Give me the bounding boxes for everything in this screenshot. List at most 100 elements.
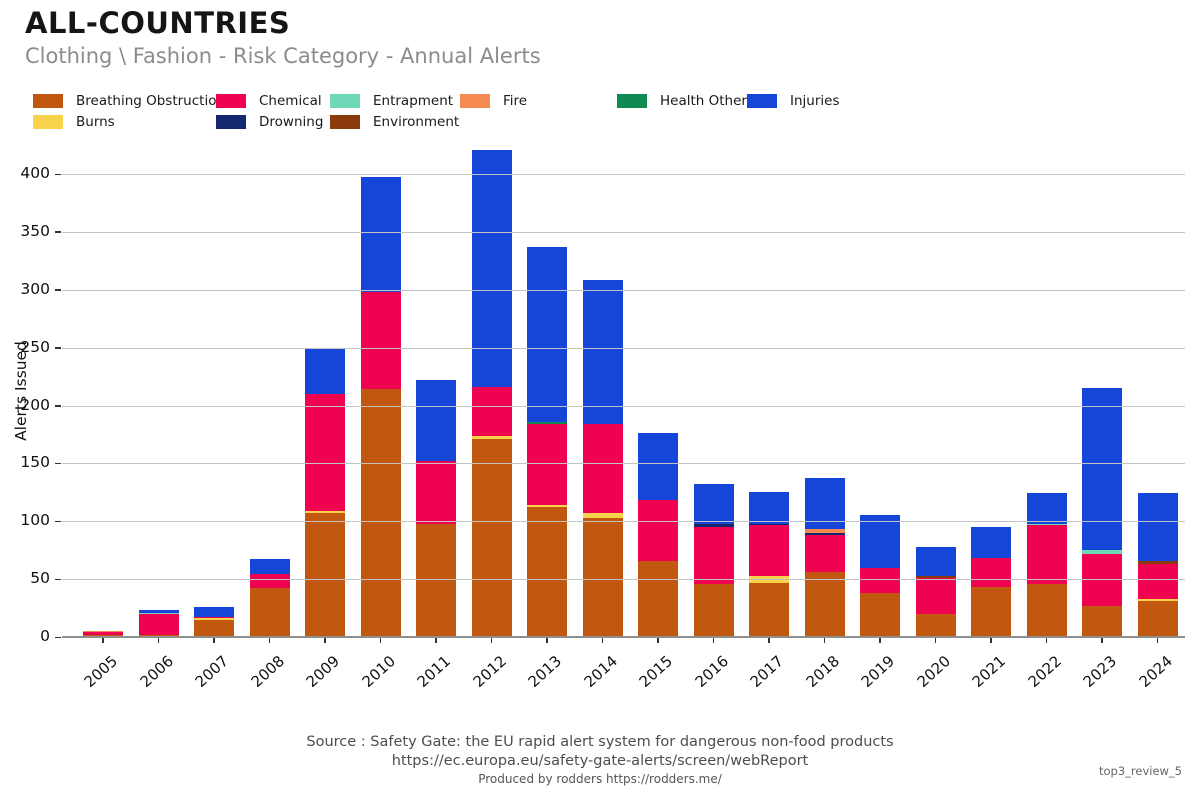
footer-source: Source : Safety Gate: the EU rapid alert… [306, 734, 894, 750]
bar-segment-burns-2024 [1137, 598, 1178, 602]
y-tick-label: 400 [20, 164, 50, 182]
x-tick [268, 637, 271, 643]
y-tick [55, 405, 61, 407]
bar-segment-breathing-obstruction-2016 [693, 583, 734, 637]
watermark-label: top3_review_5 [1098, 764, 1182, 778]
bar-segment-burns-2012 [471, 435, 512, 440]
bar-segment-burns-2014 [582, 513, 623, 518]
x-tick-label: 2022 [1024, 652, 1065, 691]
x-tick-label: 2016 [691, 652, 732, 691]
bar-segment-injuries-2021 [971, 527, 1011, 559]
legend-swatch [617, 93, 647, 108]
legend-label: Burns [76, 113, 115, 130]
x-tick [990, 637, 992, 643]
x-tick [213, 637, 215, 643]
bar-segment-chemical-2008 [249, 574, 290, 589]
bar-segment-injuries-2009 [305, 347, 345, 394]
x-axis-line [62, 636, 1185, 638]
x-tick [657, 637, 659, 643]
bar-segment-breathing-obstruction-2020 [915, 613, 956, 637]
x-tick-label: 2023 [1079, 652, 1121, 691]
y-tick-label: 0 [40, 627, 50, 645]
bar-segment-injuries-2016 [693, 484, 734, 524]
y-tick [55, 636, 61, 638]
legend-item: Breathing Obstruction [33, 92, 225, 109]
bar-segment-injuries-2020 [915, 546, 956, 576]
bar-segment-environment-2024 [1137, 560, 1178, 565]
bar-segment-breathing-obstruction-2013 [527, 507, 567, 637]
y-tick [55, 520, 61, 523]
x-tick-label: 2011 [413, 652, 455, 691]
bar-segment-breathing-obstruction-2021 [971, 587, 1011, 637]
bar-segment-injuries-2011 [416, 380, 456, 462]
bar-segment-chemical-2011 [416, 461, 456, 524]
bar-segment-entrapment-2006 [138, 612, 179, 614]
bar-segment-injuries-2012 [471, 149, 512, 387]
x-tick-label: 2021 [968, 652, 1010, 691]
x-tick [102, 637, 104, 643]
bar-segment-breathing-obstruction-2005 [83, 634, 123, 637]
x-tick [379, 637, 382, 643]
legend-item: Fire [460, 92, 527, 109]
x-tick [768, 637, 770, 643]
legend-swatch [33, 114, 63, 129]
bar-segment-entrapment-2022 [1026, 523, 1067, 525]
y-tick-label: 350 [20, 221, 50, 240]
legend-swatch [216, 93, 246, 108]
bar-segment-breathing-obstruction-2007 [194, 619, 234, 637]
legend-swatch [747, 93, 777, 108]
x-tick-label: 2012 [469, 652, 510, 691]
legend-label: Injuries [790, 92, 840, 109]
bar-segment-chemical-2024 [1137, 564, 1178, 599]
y-tick-label: 50 [30, 569, 50, 588]
x-tick-label: 2006 [136, 652, 177, 691]
legend-label: Breathing Obstruction [76, 92, 226, 109]
bar-segment-injuries-2007 [194, 606, 234, 618]
gridline [62, 231, 1185, 233]
x-tick-label: 2024 [1135, 652, 1176, 691]
bar-segment-chemical-2022 [1026, 524, 1067, 584]
x-tick [1101, 637, 1103, 643]
y-tick [55, 347, 61, 349]
legend-swatch [330, 93, 360, 108]
bar-segment-breathing-obstruction-2011 [416, 523, 456, 637]
legend-item: Environment [330, 113, 459, 130]
bar-segment-injuries-2024 [1137, 493, 1178, 561]
y-tick [55, 289, 61, 291]
bar-segment-chemical-2021 [971, 558, 1011, 588]
bar-segment-environment-2020 [915, 575, 956, 578]
bar-segment-burns-2017 [749, 575, 789, 583]
gridline [62, 579, 1185, 581]
bar-segment-breathing-obstruction-2023 [1082, 605, 1122, 637]
x-tick [490, 637, 493, 643]
y-tick [55, 578, 61, 581]
legend-item: Health Other [617, 92, 747, 109]
bar-segment-chemical-2016 [693, 527, 734, 584]
legend-item: Drowning [216, 113, 323, 130]
bar-segment-injuries-2008 [249, 559, 290, 575]
x-tick-label: 2017 [746, 652, 788, 691]
gridline [62, 174, 1185, 175]
bar-segment-burns-2009 [305, 510, 345, 514]
legend-label: Health Other [660, 92, 747, 109]
x-tick [157, 637, 160, 643]
chart-subtitle: Clothing \ Fashion - Risk Category - Ann… [25, 44, 541, 68]
footer-produced-by: Produced by rodders https://rodders.me/ [478, 772, 722, 786]
bar-segment-chemical-2009 [305, 393, 345, 511]
bar-segment-chemical-2013 [527, 424, 567, 506]
x-tick [879, 637, 881, 643]
x-tick-label: 2007 [191, 652, 233, 691]
bar-segment-entrapment-2023 [1082, 550, 1122, 554]
y-tick [55, 462, 61, 465]
gridline [62, 463, 1185, 465]
bar-segment-injuries-2015 [638, 433, 678, 501]
legend-swatch [216, 114, 246, 129]
legend-swatch [33, 93, 63, 108]
bar-segment-breathing-obstruction-2014 [582, 517, 623, 637]
bar-segment-drowning-2016 [693, 523, 734, 528]
x-tick [1045, 637, 1048, 643]
bar-segment-chemical-2010 [360, 292, 401, 390]
y-tick-label: 150 [20, 453, 50, 472]
bar-segment-chemical-2018 [804, 535, 845, 573]
